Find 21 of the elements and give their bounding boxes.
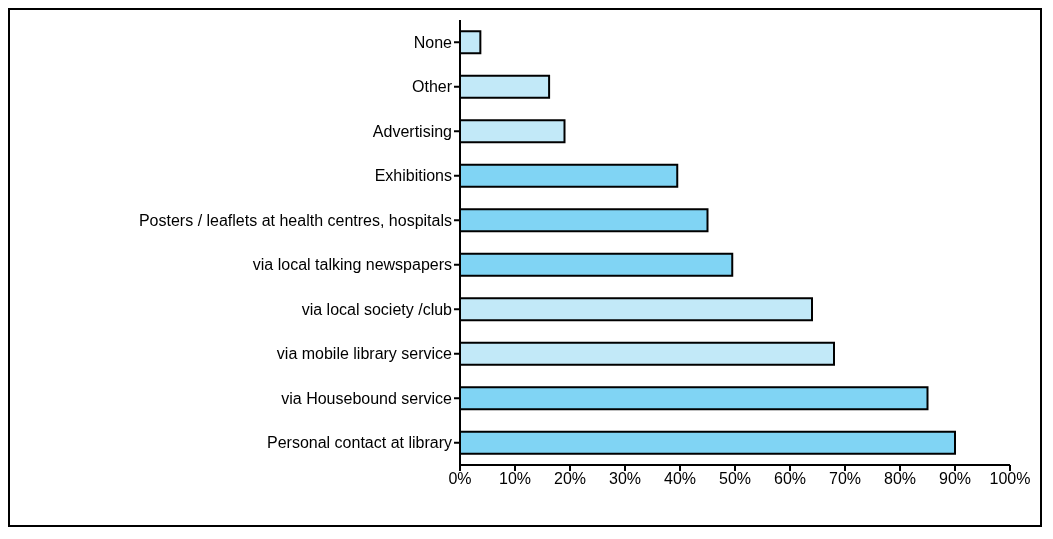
x-tick-label: 70% xyxy=(828,470,862,488)
x-tick-label: 30% xyxy=(608,470,642,488)
x-tick-label: 60% xyxy=(773,470,807,488)
x-tick-label: 100% xyxy=(989,470,1031,488)
y-tick-label: via Housebound service xyxy=(281,389,453,407)
y-tick-label: via local society /club xyxy=(301,300,453,318)
y-tick-label: None xyxy=(413,33,453,51)
x-tick-label: 80% xyxy=(883,470,917,488)
x-tick-label: 10% xyxy=(498,470,532,488)
y-tick-label: Other xyxy=(411,78,453,96)
x-tick-label: 0% xyxy=(448,470,472,488)
x-tick-label: 50% xyxy=(718,470,752,488)
x-tick-label: 20% xyxy=(553,470,587,488)
y-tick-label: Posters / leaflets at health centres, hospitals xyxy=(138,211,452,229)
x-tick-label: 40% xyxy=(663,470,697,488)
y-tick-label: Personal contact at library xyxy=(267,434,452,452)
y-tick-label: via mobile library service xyxy=(276,345,453,363)
x-tick-label: 90% xyxy=(938,470,972,488)
y-tick-label: Advertising xyxy=(372,122,452,140)
y-tick-label: via local talking newspapers xyxy=(252,256,452,274)
y-tick-label: Exhibitions xyxy=(374,167,452,185)
